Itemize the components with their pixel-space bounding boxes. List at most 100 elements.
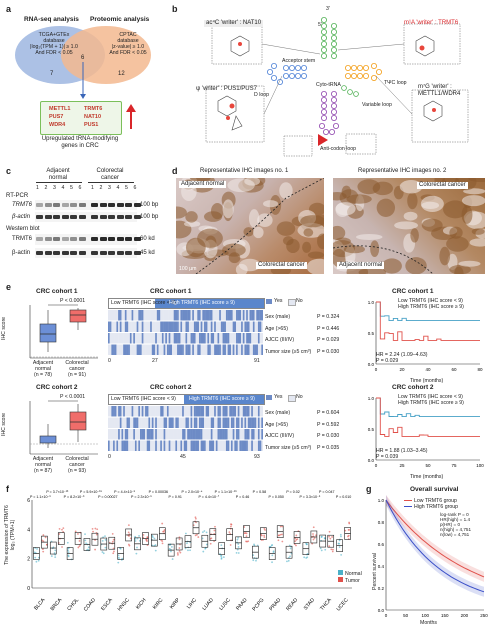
f-point [220,557,223,560]
heat-cell [204,321,206,332]
heat-cell [261,333,263,344]
heat-cell [145,344,147,355]
f-point [279,533,282,536]
f-point [138,535,140,537]
heat-cell [259,310,262,321]
heat-cell [128,321,131,332]
heat-cell [242,344,245,355]
tissue-gland [244,178,261,186]
heat-cell [224,429,227,440]
tissue-gland [346,194,372,204]
heat-cell [145,333,147,344]
tissue-gland [300,215,324,228]
heat-cell [257,417,260,428]
heat-cell [197,344,200,355]
heat-cell [175,417,178,428]
f-point [94,548,96,551]
f-cancer-label: STAD [303,597,316,611]
heat-cell [121,417,124,428]
heat-cell [259,333,262,344]
heat-cell [121,321,124,332]
heat-cell [247,429,250,440]
g-y-tick: 0.2 [378,586,385,591]
f-point [303,556,306,559]
f-cancer-label: PRAD [268,597,282,612]
heat-cell [173,417,176,428]
f-point [235,551,238,554]
gel-band [108,237,115,241]
heat-cell [129,429,132,440]
western-blot-label: Western blot [6,226,40,232]
up-arrow-icon [126,104,136,129]
heat-cell [158,429,161,440]
f-point [161,540,164,542]
heat-cell [261,429,263,440]
size-actin-pcr: 100 bp [140,214,159,220]
f-cancer-label: PCPG [251,597,265,612]
km1-hr: HR = 2.24 (1.09–4.63) [376,352,428,358]
f-point [129,537,132,540]
f-point [320,535,323,538]
heat-cell [113,417,115,428]
heat-cell [198,440,201,451]
heat-cell [257,333,260,344]
heat-cell [209,417,211,428]
heat-cell [128,406,131,417]
heat-cell [212,310,215,321]
heat-cell [123,344,126,355]
km-x-tick: 0 [375,463,378,468]
f-point [186,542,188,545]
heat-cell [148,406,151,417]
panel-f-label: f [6,484,9,494]
g-stat-logrank: log-rank P = 0 [440,512,469,517]
heat-cell [109,406,112,417]
rna-db-line2: database [43,38,65,44]
heat-cell [109,429,112,440]
heat-cell [242,310,245,321]
f-cancer-label: ESCA [100,597,114,612]
heat-cell [172,429,174,440]
heat-cell [237,310,240,321]
heat-cell [183,310,186,321]
heat-cell [150,406,153,417]
f-point [61,528,63,531]
heat-cell [182,310,185,321]
gene-nat10: NAT10 [84,114,102,120]
heat-cell [143,344,146,355]
heat-cell [172,406,174,417]
heat-cell [242,406,245,417]
heat2-axis-0: 0 [108,454,111,460]
f-point [272,550,275,553]
heat1-legend-yes: Yes [274,298,283,304]
heat-cell [204,440,206,451]
heat-cell [209,406,211,417]
heat-cell [185,440,188,451]
gene-wdr4: WDR4 [49,122,66,128]
heat-cell [195,440,198,451]
gel-band [61,251,69,255]
heat-cell [217,429,220,440]
heat-cell [251,310,254,321]
heat-cell [178,321,181,332]
heat-cell [222,406,225,417]
heat-var-pvalue: P = 0.604 [317,410,340,416]
heat-cell [148,333,151,344]
heat-cell [121,440,124,451]
g-stat-hr: HR(high) = 1.4 [440,517,471,522]
heat-cell [239,429,242,440]
km-y-tick: 0.5 [368,427,375,432]
heat-cell [131,310,134,321]
heat-cell [114,333,117,344]
heat-cell [242,429,245,440]
heat-cell [244,417,247,428]
heat-cell [180,310,183,321]
heat-cell [148,321,151,332]
heat-cell [160,310,163,321]
f-point [197,536,200,538]
heat-cell [173,310,176,321]
f-point [62,527,65,530]
heat-cell [128,310,131,321]
heat-cell [143,333,146,344]
heat-cell [108,333,110,344]
heat-cell [229,321,232,332]
